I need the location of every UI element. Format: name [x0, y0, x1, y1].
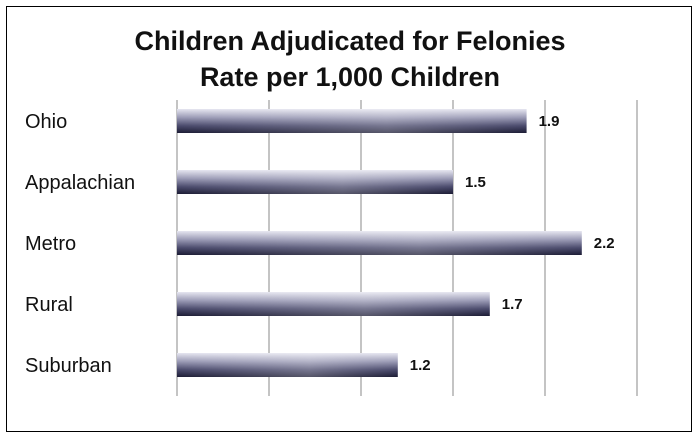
- bar-metro: [177, 231, 582, 255]
- category-label: Metro: [25, 233, 76, 255]
- bars: [177, 109, 582, 377]
- bar-highlight: [177, 353, 398, 377]
- chart-subtitle: Rate per 1,000 Children: [200, 62, 500, 92]
- bar-suburban: [177, 353, 398, 377]
- data-label: 1.9: [539, 113, 560, 130]
- data-label: 1.2: [410, 357, 431, 374]
- data-label: 1.5: [465, 174, 486, 191]
- category-labels: Ohio Appalachian Metro Rural Suburban: [25, 111, 135, 377]
- category-label: Suburban: [25, 355, 112, 377]
- category-label: Ohio: [25, 111, 67, 133]
- bar-rural: [177, 292, 490, 316]
- bar-ohio: [177, 109, 527, 133]
- bar-highlight: [177, 170, 453, 194]
- bar-highlight: [177, 292, 490, 316]
- value-labels: 1.9 1.5 2.2 1.7 1.2: [410, 113, 615, 374]
- bar-highlight: [177, 231, 582, 255]
- chart-title: Children Adjudicated for Felonies: [134, 26, 565, 56]
- data-label: 1.7: [502, 296, 523, 313]
- category-label: Rural: [25, 294, 73, 316]
- category-label: Appalachian: [25, 172, 135, 194]
- bar-appalachian: [177, 170, 453, 194]
- data-label: 2.2: [594, 235, 615, 252]
- bar-highlight: [177, 109, 527, 133]
